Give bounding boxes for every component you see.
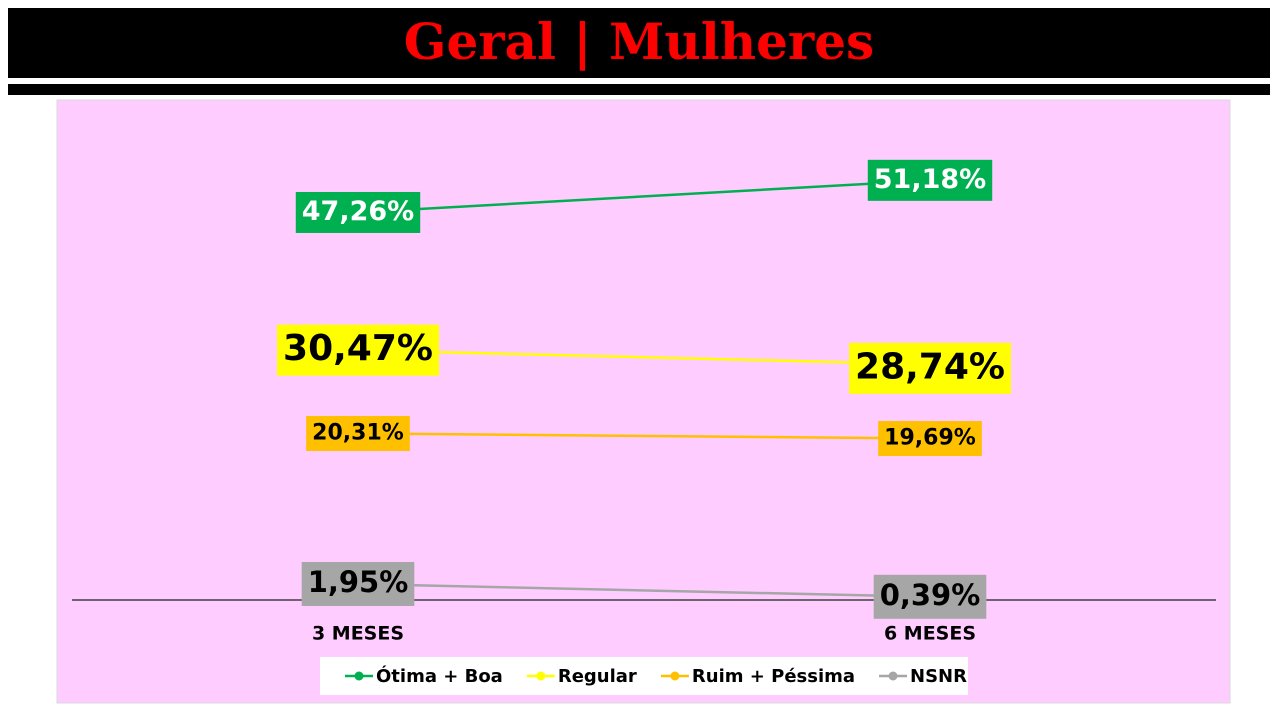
legend-marker	[670, 671, 680, 681]
data-label-box	[295, 191, 421, 233]
data-label-box	[878, 421, 982, 457]
legend-label: Ruim + Péssima	[692, 666, 855, 687]
x-tick-label: 3 MESES	[312, 623, 404, 645]
legend-marker	[354, 671, 364, 681]
data-label-box	[301, 562, 415, 607]
chart-title: Geral | Mulheres	[404, 12, 874, 72]
legend-marker	[888, 671, 898, 681]
data-label: 30,47%	[283, 328, 433, 369]
series-line	[357, 432, 931, 440]
data-label: 1,95%	[308, 565, 409, 599]
data-label-box	[277, 324, 439, 376]
data-label-box	[867, 159, 993, 201]
data-label: 51,18%	[874, 164, 986, 195]
data-label: 19,69%	[884, 426, 976, 451]
plot-area	[56, 99, 1231, 704]
series-line	[357, 179, 931, 214]
legend-label: Regular	[558, 666, 637, 687]
data-label: 20,31%	[312, 420, 404, 445]
data-label: 0,39%	[880, 578, 981, 612]
data-label: 28,74%	[855, 346, 1005, 387]
series-line	[357, 348, 931, 366]
x-tick-label: 6 MESES	[884, 623, 976, 645]
legend-label: Ótima + Boa	[376, 665, 503, 687]
title-stripe	[8, 84, 1270, 95]
data-label-box	[306, 415, 410, 451]
series-line	[357, 582, 931, 599]
data-label-box	[873, 574, 987, 619]
legend-marker	[536, 671, 546, 681]
legend-label: NSNR	[910, 666, 967, 687]
data-label: 47,26%	[302, 196, 414, 227]
data-label-box	[849, 342, 1011, 394]
legend	[320, 657, 968, 695]
title-bar	[8, 8, 1270, 78]
